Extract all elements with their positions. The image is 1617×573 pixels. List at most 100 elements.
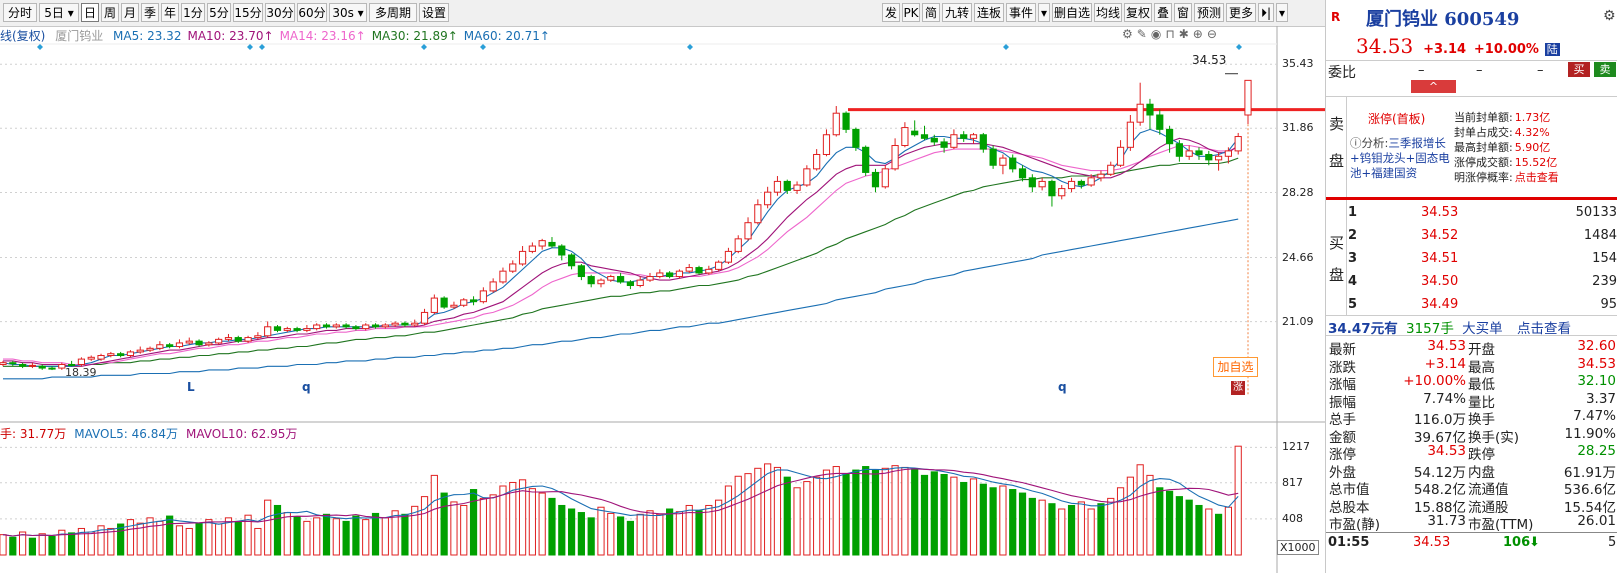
candle[interactable]: [538, 238, 546, 250]
candle[interactable]: [911, 120, 919, 137]
candle[interactable]: [764, 186, 772, 209]
candle[interactable]: [1214, 152, 1223, 171]
candle[interactable]: [1067, 177, 1076, 193]
candle[interactable]: [87, 355, 95, 361]
candle[interactable]: [636, 276, 644, 288]
candle[interactable]: [646, 272, 654, 282]
candle[interactable]: [430, 294, 438, 315]
candle[interactable]: [852, 127, 860, 151]
candle[interactable]: [705, 265, 713, 275]
candle[interactable]: [587, 274, 595, 288]
candle[interactable]: [793, 181, 801, 194]
candle[interactable]: [754, 199, 762, 225]
candle[interactable]: [509, 260, 517, 273]
tool-button-12[interactable]: 预测: [1194, 3, 1224, 22]
candle[interactable]: [940, 138, 948, 153]
candle[interactable]: [166, 342, 174, 349]
candle[interactable]: [391, 321, 399, 327]
candle[interactable]: [773, 176, 782, 196]
candle[interactable]: [567, 253, 576, 270]
tool-button-13[interactable]: 更多: [1226, 3, 1256, 22]
candle[interactable]: [362, 323, 370, 331]
candle[interactable]: [1185, 145, 1193, 160]
candle[interactable]: [195, 339, 203, 347]
period-button-8[interactable]: 5分: [207, 3, 231, 22]
collapse-chevron-icon[interactable]: ^: [1411, 80, 1456, 93]
candle[interactable]: [460, 298, 468, 308]
candle[interactable]: [489, 278, 497, 293]
period-button-13[interactable]: 多周期: [369, 3, 417, 22]
tool-button-6[interactable]: ▾: [1038, 3, 1050, 22]
candle[interactable]: [1038, 177, 1046, 191]
candle[interactable]: [244, 335, 252, 343]
gear-icon[interactable]: ⚙: [1122, 27, 1137, 41]
candle[interactable]: [950, 129, 958, 150]
eye-icon[interactable]: ◉: [1150, 27, 1166, 41]
period-button-9[interactable]: 15分: [233, 3, 263, 22]
candle[interactable]: [724, 247, 733, 264]
candle[interactable]: [499, 267, 507, 284]
candle[interactable]: [1136, 82, 1144, 126]
candle[interactable]: [528, 242, 536, 254]
kline-chart[interactable]: [0, 0, 1325, 573]
candle[interactable]: [420, 308, 429, 325]
candle[interactable]: [479, 287, 487, 304]
candle[interactable]: [342, 323, 350, 329]
candle[interactable]: [1146, 98, 1154, 130]
period-button-6[interactable]: 年: [161, 3, 179, 22]
tool-button-7[interactable]: 删自选: [1052, 3, 1092, 22]
candle[interactable]: [518, 246, 527, 266]
candle[interactable]: [675, 269, 684, 279]
pen-icon[interactable]: ✎: [1136, 27, 1151, 41]
candle[interactable]: [930, 134, 938, 146]
candle[interactable]: [1116, 140, 1125, 168]
candle[interactable]: [185, 337, 193, 345]
period-button-0[interactable]: 分时: [3, 3, 37, 22]
tool-button-15[interactable]: ▾: [1276, 3, 1288, 22]
tool-button-14[interactable]: ⏵|: [1258, 3, 1274, 22]
candle[interactable]: [107, 351, 115, 358]
tool-button-10[interactable]: 叠: [1154, 3, 1172, 22]
tool-button-11[interactable]: 窗: [1174, 3, 1192, 22]
candle[interactable]: [871, 168, 880, 193]
lock-icon[interactable]: ⊓: [1165, 27, 1179, 41]
candle[interactable]: [969, 132, 978, 144]
period-button-1[interactable]: 5日 ▾: [39, 3, 79, 22]
candle[interactable]: [715, 260, 723, 272]
candle[interactable]: [9, 360, 17, 367]
seal-stat-row[interactable]: 明涨停概率: 点击查看: [1454, 169, 1559, 185]
candle[interactable]: [989, 145, 997, 169]
candle[interactable]: [1244, 79, 1252, 124]
candle[interactable]: [38, 364, 46, 370]
candle[interactable]: [597, 278, 605, 288]
big-order-link[interactable]: 点击查看: [1516, 321, 1571, 337]
candle[interactable]: [960, 131, 968, 142]
period-button-4[interactable]: 月: [121, 3, 139, 22]
candle[interactable]: [293, 326, 301, 333]
tool-button-4[interactable]: 连板: [974, 3, 1004, 22]
candle[interactable]: [1126, 115, 1134, 151]
candle[interactable]: [371, 323, 380, 329]
tool-button-0[interactable]: 发: [882, 3, 900, 22]
analysis-block[interactable]: ⓘ分析:三季报增长+钨钼龙头+固态电池+福建国资: [1350, 136, 1450, 181]
tool-button-8[interactable]: 均线: [1094, 3, 1122, 22]
candle[interactable]: [352, 325, 360, 331]
candle[interactable]: [803, 165, 811, 187]
candle[interactable]: [1058, 185, 1066, 200]
candle[interactable]: [1009, 154, 1017, 173]
candle[interactable]: [234, 335, 242, 343]
sell-button[interactable]: 卖: [1594, 62, 1616, 77]
candle[interactable]: [1175, 140, 1183, 162]
candle[interactable]: [1077, 179, 1085, 189]
period-button-3[interactable]: 周: [101, 3, 119, 22]
candle[interactable]: [146, 346, 154, 352]
candle[interactable]: [822, 129, 831, 157]
candle[interactable]: [920, 125, 929, 141]
candle[interactable]: [813, 149, 821, 171]
candle[interactable]: [1165, 125, 1174, 153]
candle[interactable]: [411, 319, 419, 327]
candle[interactable]: [558, 244, 566, 261]
candle[interactable]: [577, 263, 585, 281]
candle[interactable]: [273, 325, 282, 333]
candle[interactable]: [832, 106, 840, 137]
